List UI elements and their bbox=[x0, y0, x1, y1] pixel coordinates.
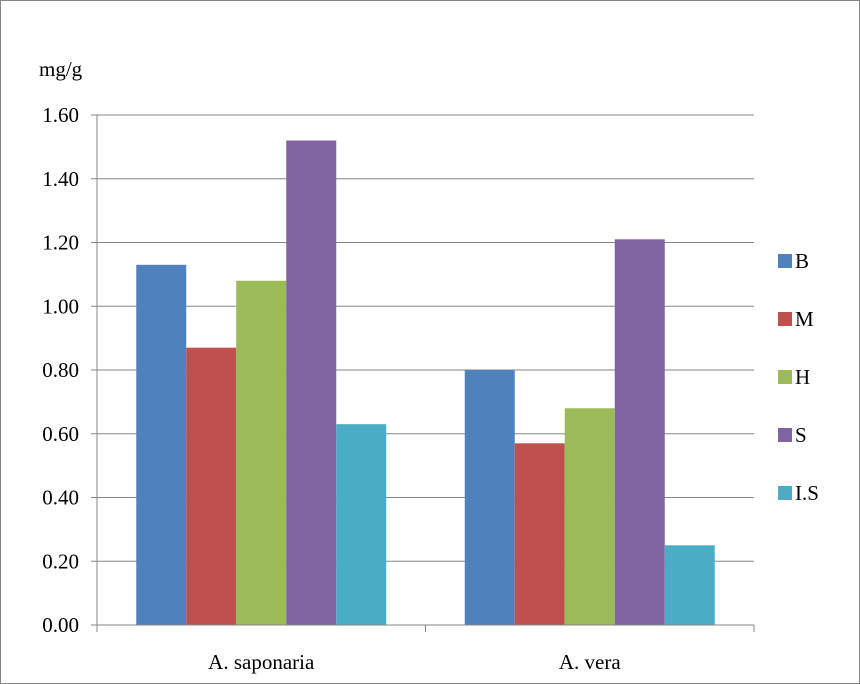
y-tick-label: 0.60 bbox=[42, 422, 79, 446]
y-tick-label: 1.00 bbox=[42, 294, 79, 318]
bar-b-1 bbox=[136, 264, 187, 625]
y-tick-label: 0.40 bbox=[42, 486, 79, 510]
legend-swatch bbox=[778, 370, 792, 384]
category-label: A. vera bbox=[559, 650, 621, 674]
bar-s-1 bbox=[286, 140, 337, 625]
y-tick-label: 0.80 bbox=[42, 358, 79, 382]
y-axis-label: mg/g bbox=[39, 57, 83, 81]
legend-label: B bbox=[795, 249, 809, 273]
y-tick-labels: 0.00 0.20 0.40 0.60 0.80 1.00 1.20 1.40 1.60 bbox=[42, 103, 79, 637]
legend-swatch bbox=[778, 486, 792, 500]
y-tick-label: 0.20 bbox=[42, 549, 79, 573]
x-tick-labels: A. saponaria A. vera bbox=[208, 650, 621, 674]
legend-swatch bbox=[778, 428, 792, 442]
bar-b-2 bbox=[464, 370, 515, 625]
y-tick-label: 1.20 bbox=[42, 231, 79, 255]
legend-swatch bbox=[778, 312, 792, 326]
category-label: A. saponaria bbox=[208, 650, 315, 674]
axes bbox=[96, 115, 755, 632]
legend-label: M bbox=[795, 307, 814, 331]
bar-s-2 bbox=[614, 239, 665, 625]
bar-h-2 bbox=[564, 408, 615, 625]
bar-i-s-2 bbox=[664, 545, 715, 625]
y-tick-label: 1.60 bbox=[42, 103, 79, 127]
legend-swatch bbox=[778, 254, 792, 268]
legend-label: H bbox=[795, 365, 810, 389]
bar-m-2 bbox=[514, 443, 565, 625]
legend-label: S bbox=[795, 423, 807, 447]
legend: B M H S I.S bbox=[778, 249, 819, 505]
bar-m-1 bbox=[186, 347, 237, 625]
bar-h-1 bbox=[236, 280, 287, 625]
bars bbox=[136, 140, 715, 625]
legend-label: I.S bbox=[795, 481, 819, 505]
bar-i-s-1 bbox=[336, 424, 387, 625]
y-tick-label: 0.00 bbox=[42, 613, 79, 637]
y-tick-label: 1.40 bbox=[42, 167, 79, 191]
